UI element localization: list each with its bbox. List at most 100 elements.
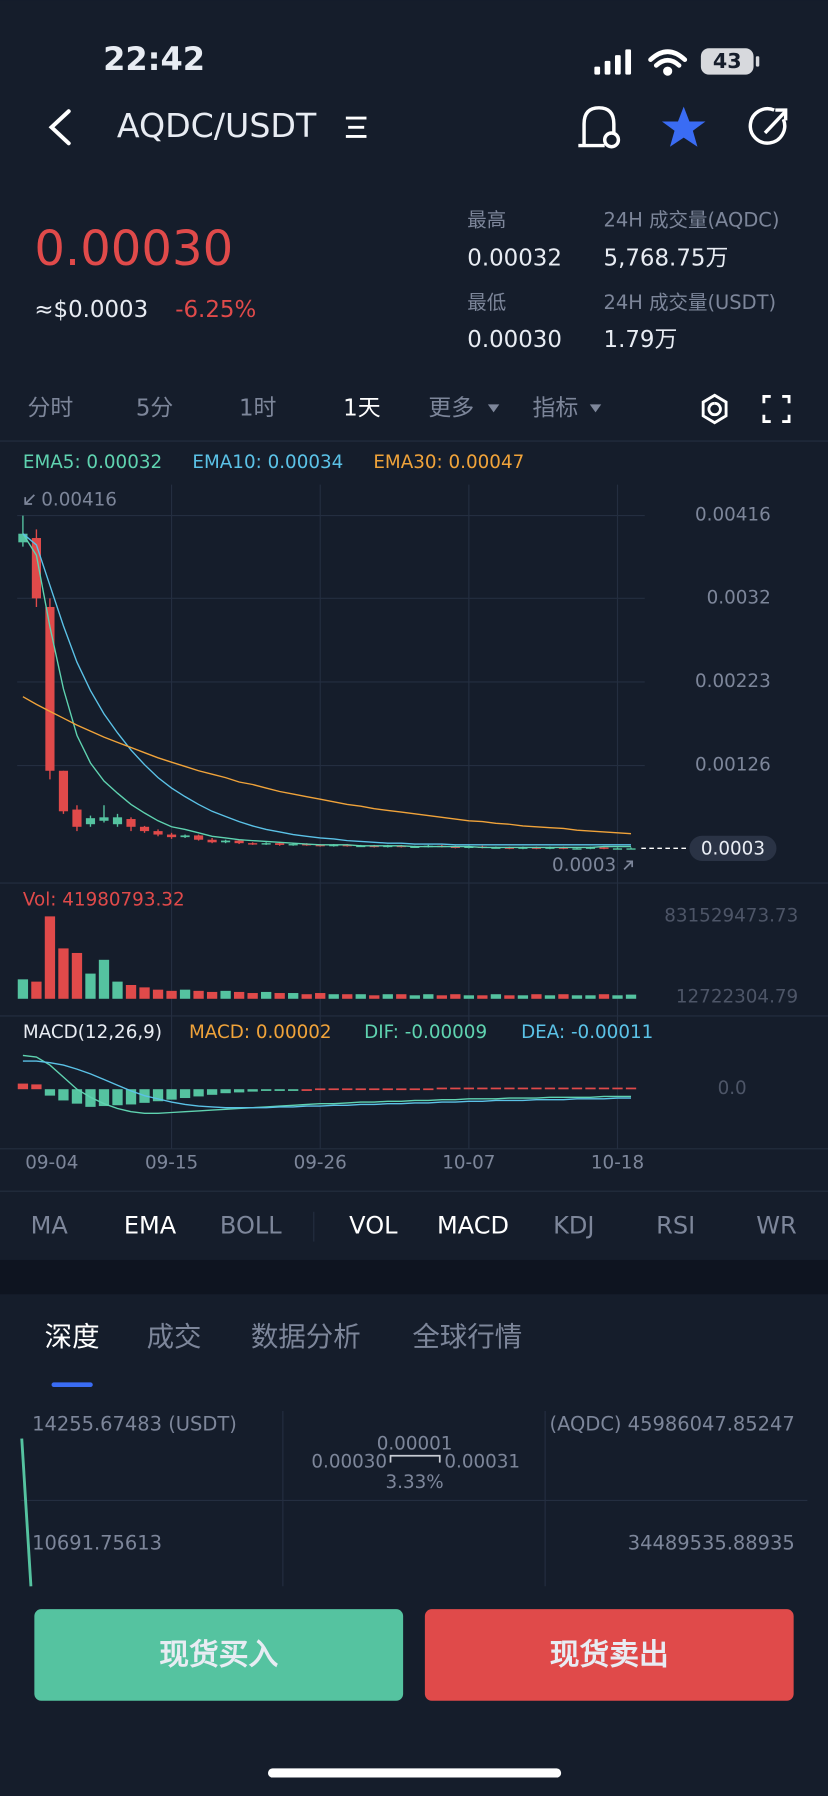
settings-icon[interactable] bbox=[701, 393, 728, 425]
indicator-tab[interactable]: MA bbox=[31, 1212, 69, 1240]
share-icon[interactable] bbox=[748, 107, 788, 145]
macd-line bbox=[22, 1060, 632, 1109]
volume-bar bbox=[612, 995, 623, 999]
price-change: -6.25% bbox=[175, 297, 256, 323]
volume-bar bbox=[423, 994, 434, 999]
indicator-tab[interactable]: RSI bbox=[656, 1212, 695, 1240]
candle-body bbox=[410, 846, 420, 848]
macd-bar bbox=[58, 1089, 69, 1101]
macd-title: MACD(12,26,9) bbox=[23, 1022, 162, 1043]
macd-bar bbox=[477, 1087, 488, 1090]
fullscreen-icon[interactable] bbox=[762, 394, 791, 424]
signal-icon bbox=[594, 49, 632, 75]
y-tick-label: 831529473.73 bbox=[664, 905, 798, 926]
macd-bar bbox=[423, 1088, 434, 1091]
volume-bar bbox=[247, 993, 258, 999]
macd-bar bbox=[625, 1087, 637, 1090]
candle-body bbox=[261, 843, 271, 845]
sell-button[interactable] bbox=[424, 1609, 794, 1701]
section-tab[interactable]: 数据分析 bbox=[251, 1321, 361, 1353]
indicator-tab[interactable]: KDJ bbox=[553, 1212, 594, 1240]
alert-icon[interactable] bbox=[578, 106, 621, 149]
indicator-tab[interactable]: EMA bbox=[124, 1212, 177, 1240]
candle-body bbox=[342, 844, 352, 847]
indicator-tab[interactable]: VOL bbox=[349, 1212, 398, 1240]
section-tab[interactable]: 全球行情 bbox=[412, 1321, 522, 1353]
min-marker: 0.0003 bbox=[552, 855, 616, 876]
pair-title[interactable]: AQDC/USDT bbox=[117, 106, 317, 145]
legend-entry: EMA5: 0.00032 bbox=[23, 452, 162, 473]
candle-body bbox=[166, 834, 177, 838]
legend-entry: DIF: -0.00009 bbox=[364, 1022, 487, 1043]
macd-bar bbox=[98, 1089, 110, 1107]
volume-bar bbox=[531, 994, 542, 999]
macd-bar bbox=[328, 1088, 339, 1091]
volume-bar bbox=[44, 916, 56, 999]
volume-bar bbox=[625, 994, 637, 999]
indicator-tab[interactable]: WR bbox=[756, 1212, 796, 1240]
buy-button-label[interactable]: 现货买入 bbox=[159, 1638, 278, 1673]
legend-entry: DEA: -0.00011 bbox=[521, 1022, 653, 1043]
timeframe-tab[interactable]: 1时 bbox=[239, 395, 277, 421]
timeframe-tab[interactable]: 1天 bbox=[343, 395, 381, 421]
max-marker: 0.00416 bbox=[41, 490, 117, 511]
volume-bar bbox=[342, 994, 353, 999]
timeframe-tab[interactable]: 分时 bbox=[27, 395, 73, 421]
macd-bar bbox=[490, 1087, 502, 1090]
volume-bar bbox=[463, 995, 475, 999]
candle-body bbox=[139, 826, 150, 832]
section-gap bbox=[0, 1259, 828, 1295]
volume-bar bbox=[409, 995, 420, 999]
last-price: 0.00030 bbox=[34, 221, 233, 277]
candle-body bbox=[45, 606, 55, 771]
battery-level: 43 bbox=[713, 49, 742, 73]
back-button[interactable] bbox=[48, 109, 71, 146]
high-label: 最高 bbox=[467, 209, 506, 232]
buy-button[interactable] bbox=[34, 1609, 404, 1701]
indicator-tab[interactable]: BOLL bbox=[220, 1212, 282, 1240]
volume-bar bbox=[220, 990, 231, 999]
macd-bar bbox=[396, 1088, 407, 1091]
indicator-tab[interactable]: MACD bbox=[437, 1212, 509, 1240]
sell-button-label[interactable]: 现货卖出 bbox=[550, 1638, 669, 1673]
max-arrow bbox=[24, 494, 35, 505]
depth-curve bbox=[20, 1438, 33, 1587]
timeframe-tab[interactable]: 指标 bbox=[533, 395, 579, 421]
volume-bar bbox=[598, 994, 610, 999]
macd-bar bbox=[315, 1088, 326, 1091]
volume-bar bbox=[517, 995, 529, 999]
volume-bar bbox=[288, 993, 299, 999]
x-tick-label: 10-18 bbox=[591, 1153, 644, 1174]
x-tick-label: 10-07 bbox=[442, 1153, 495, 1174]
candle-body bbox=[31, 538, 41, 599]
ema-line bbox=[22, 533, 632, 849]
timeframe-tab[interactable]: 5分 bbox=[136, 395, 173, 421]
x-tick-label: 09-15 bbox=[145, 1153, 198, 1174]
vol-quote-value: 1.79万 bbox=[604, 327, 678, 353]
timeframe-tab[interactable]: 更多 bbox=[428, 395, 474, 421]
macd-bar bbox=[612, 1087, 623, 1090]
volume-bar bbox=[179, 989, 191, 999]
candle-body bbox=[572, 848, 582, 850]
volume-bar bbox=[125, 984, 137, 999]
macd-bar bbox=[342, 1088, 353, 1091]
legend-entry: EMA30: 0.00047 bbox=[373, 452, 524, 473]
section-tab[interactable]: 深度 bbox=[45, 1321, 100, 1353]
macd-bar bbox=[166, 1089, 177, 1100]
volume-bar bbox=[544, 995, 556, 999]
candle-body bbox=[612, 848, 623, 850]
volume-bar bbox=[166, 990, 177, 999]
volume-bar bbox=[58, 948, 69, 999]
vol-base-label: 24H 成交量(AQDC) bbox=[604, 209, 780, 232]
pair-menu-icon[interactable] bbox=[345, 116, 367, 138]
volume-bar bbox=[396, 994, 407, 999]
candle-body bbox=[599, 847, 609, 849]
volume-bar bbox=[436, 995, 447, 999]
macd-bar bbox=[369, 1088, 380, 1091]
section-tab[interactable]: 成交 bbox=[147, 1321, 202, 1353]
candle-body bbox=[626, 848, 636, 850]
volume-bar bbox=[477, 995, 488, 999]
dropdown-arrow bbox=[589, 404, 602, 413]
macd-bar bbox=[382, 1088, 393, 1091]
